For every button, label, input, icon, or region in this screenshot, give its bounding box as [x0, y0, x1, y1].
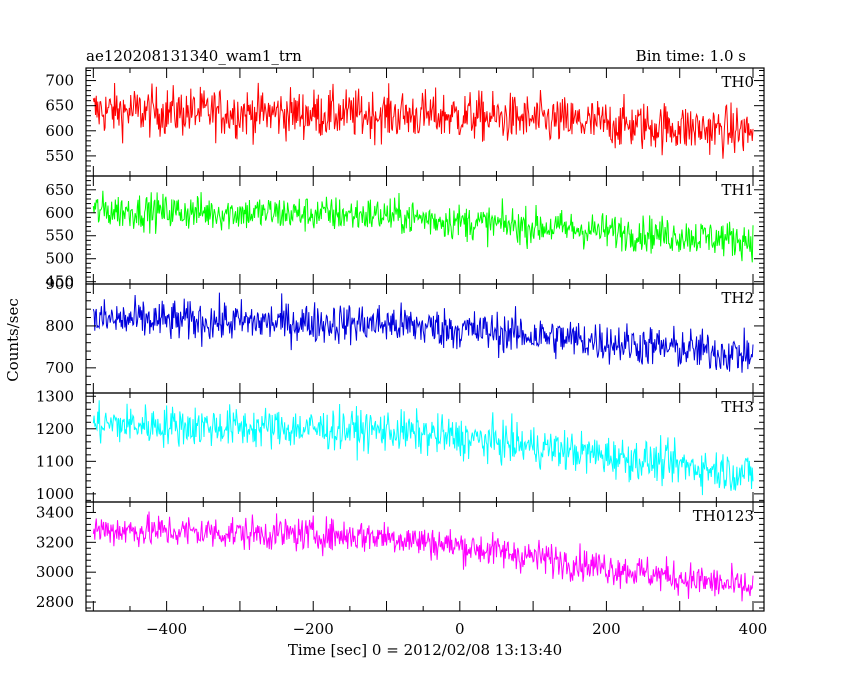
- bin-time-label: Bin time: 1.0 s: [636, 47, 746, 65]
- panels-group: 550 600 650 700 TH0 450 500 550 600 650 TH1 700 800 9…: [36, 67, 765, 612]
- series-line-th2: [92, 292, 754, 373]
- series-line-th1: [92, 190, 754, 263]
- x-tick-label: −400: [146, 620, 187, 638]
- y-tick-label: 800: [45, 317, 74, 335]
- x-axis-label: Time [sec] 0 = 2012/02/08 13:13:40: [288, 641, 562, 659]
- y-tick-label: 3000: [36, 563, 74, 581]
- y-tick-label: 700: [45, 72, 74, 90]
- y-tick-label: 1200: [36, 420, 74, 438]
- panel-frame: [85, 175, 765, 285]
- panel-th2: 700 800 900 TH2: [45, 275, 765, 394]
- y-tick-label: 700: [45, 359, 74, 377]
- y-tick-label: 650: [45, 97, 74, 115]
- panel-frame: [85, 67, 765, 177]
- panel-th3: 1000 1100 1200 1300 TH3: [36, 387, 765, 503]
- x-tick-label: −200: [293, 620, 334, 638]
- x-tick-label: 0: [455, 620, 465, 638]
- y-tick-label: 3200: [36, 533, 74, 551]
- panel-frame: [85, 501, 765, 612]
- panel-label-th2: TH2: [721, 289, 754, 307]
- y-tick-label: 650: [45, 181, 74, 199]
- series-line-th0123: [92, 511, 754, 602]
- chart-title: ae120208131340_wam1_trn: [86, 47, 302, 65]
- y-tick-label: 1100: [36, 452, 74, 470]
- panel-th0123: 2800 3000 3200 3400 TH0123: [36, 501, 765, 612]
- panel-th0: 550 600 650 700 TH0: [45, 67, 765, 177]
- y-tick-label: 450: [45, 273, 74, 291]
- panel-label-th0: TH0: [721, 73, 754, 91]
- panel-label-th1: TH1: [721, 181, 754, 199]
- y-tick-label: 1000: [36, 485, 74, 503]
- series-line-th3: [92, 400, 754, 496]
- panel-label-th3: TH3: [721, 398, 754, 416]
- y-tick-label: 500: [45, 250, 74, 268]
- series-line-th0: [92, 82, 754, 159]
- panel-label-th0123: TH0123: [693, 507, 754, 525]
- y-tick-label: 550: [45, 147, 74, 165]
- panel-th1: 450 500 550 600 650 TH1: [45, 175, 765, 291]
- y-tick-label: 550: [45, 227, 74, 245]
- x-tick-labels: −400 −200 0 200 400: [146, 620, 767, 638]
- x-tick-label: 200: [592, 620, 621, 638]
- y-tick-label: 600: [45, 204, 74, 222]
- y-axis-label: Counts/sec: [4, 298, 22, 382]
- y-tick-label: 2800: [36, 593, 74, 611]
- y-tick-label: 1300: [36, 387, 74, 405]
- y-tick-label: 900: [45, 275, 74, 293]
- y-tick-label: 3400: [36, 503, 74, 521]
- x-tick-label: 400: [739, 620, 768, 638]
- y-tick-label: 600: [45, 122, 74, 140]
